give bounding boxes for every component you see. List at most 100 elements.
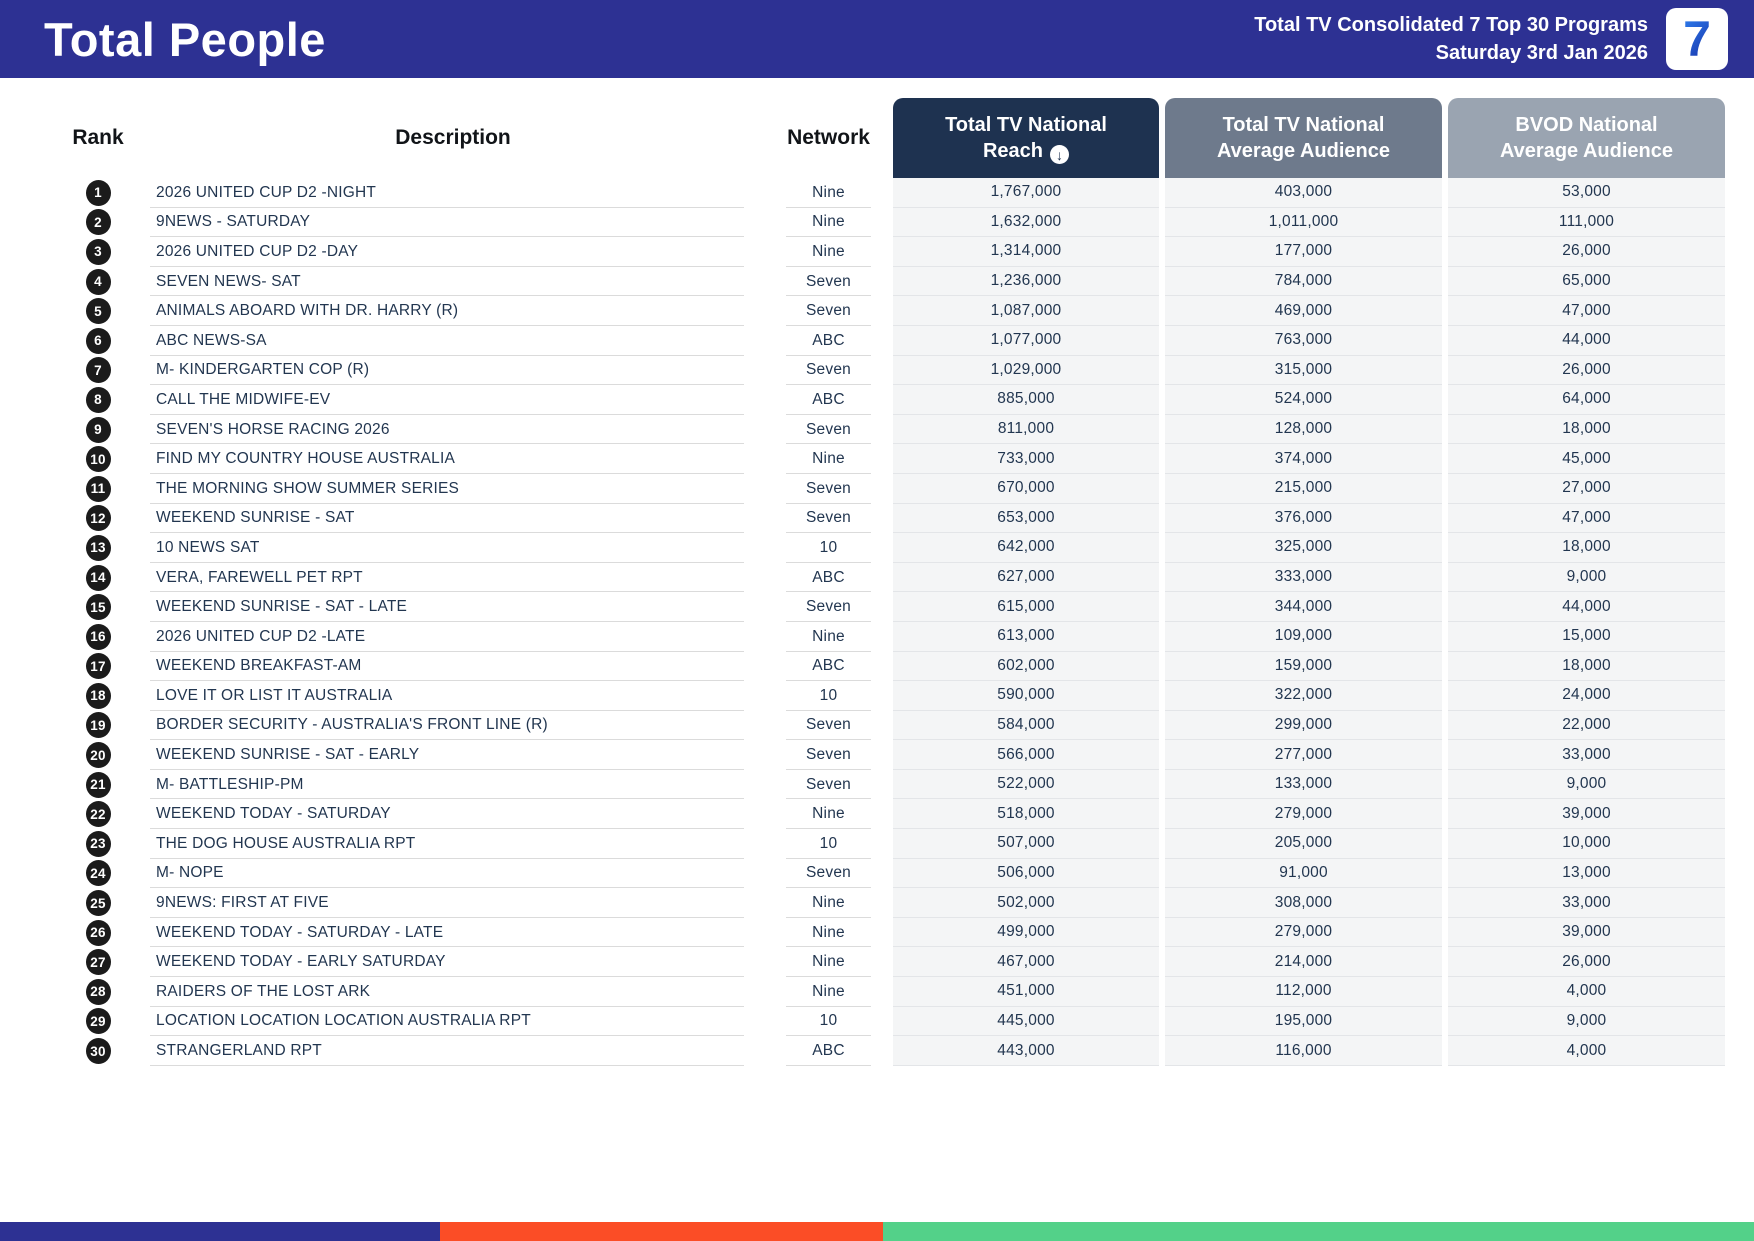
table-row: 6 ABC NEWS-SA ABC 1,077,000 763,000 44,0…: [60, 325, 1725, 356]
network-cell: Seven: [770, 504, 887, 534]
table-row: 14 VERA, FAREWELL PET RPT ABC 627,000 33…: [60, 562, 1725, 593]
description-cell: WEEKEND SUNRISE - SAT - LATE: [136, 592, 770, 622]
rank-badge: 26: [85, 919, 111, 946]
table-row: 11 THE MORNING SHOW SUMMER SERIES Seven …: [60, 473, 1725, 504]
rank-cell: 10: [60, 444, 136, 474]
rank-badge: 3: [85, 238, 111, 265]
rank-cell: 27: [60, 947, 136, 977]
total-tv-reach-cell: 1,087,000: [893, 296, 1159, 326]
total-tv-reach-cell: 499,000: [893, 917, 1159, 948]
description-cell: THE DOG HOUSE AUSTRALIA RPT: [136, 829, 770, 859]
column-header-network: Network: [787, 126, 870, 149]
total-tv-average-audience-cell: 308,000: [1165, 888, 1442, 918]
column-header-description: Description: [395, 126, 511, 149]
rank-badge: 11: [85, 475, 111, 502]
rank-badge: 24: [85, 860, 111, 887]
network-cell: Nine: [770, 444, 887, 474]
rank-badge: 18: [85, 682, 111, 709]
avg-audience-header-label: Total TV National Average Audience: [1216, 114, 1391, 162]
rank-cell: 29: [60, 1007, 136, 1037]
network-cell: ABC: [770, 652, 887, 682]
total-tv-reach-cell: 506,000: [893, 858, 1159, 889]
description-cell: BORDER SECURITY - AUSTRALIA'S FRONT LINE…: [136, 711, 770, 741]
description-cell: WEEKEND BREAKFAST-AM: [136, 652, 770, 682]
network-cell: Seven: [770, 474, 887, 504]
rank-badge: 14: [85, 564, 111, 591]
bvod-average-audience-cell: 18,000: [1448, 533, 1725, 563]
report-subtitle-line1: Total TV Consolidated 7 Top 30 Programs: [1254, 14, 1648, 36]
rank-badge: 23: [85, 830, 111, 857]
footer-bar-blue-segment: [0, 1222, 440, 1241]
seven-logo-glyph: 7: [1683, 11, 1711, 67]
bvod-average-audience-cell: 39,000: [1448, 799, 1725, 830]
total-tv-reach-cell: 566,000: [893, 740, 1159, 770]
bvod-average-audience-cell: 64,000: [1448, 385, 1725, 415]
total-tv-average-audience-cell: 109,000: [1165, 621, 1442, 652]
table-row: 19 BORDER SECURITY - AUSTRALIA'S FRONT L…: [60, 710, 1725, 741]
rank-badge: 20: [85, 742, 111, 769]
bvod-average-audience-cell: 10,000: [1448, 829, 1725, 859]
table-row: 18 LOVE IT OR LIST IT AUSTRALIA 10 590,0…: [60, 681, 1725, 711]
table-row: 20 WEEKEND SUNRISE - SAT - EARLY Seven 5…: [60, 740, 1725, 770]
total-tv-reach-cell: 507,000: [893, 829, 1159, 859]
table-row: 26 WEEKEND TODAY - SATURDAY - LATE Nine …: [60, 917, 1725, 948]
footer-bar-orange-segment: [440, 1222, 883, 1241]
total-tv-average-audience-cell: 469,000: [1165, 296, 1442, 326]
column-header-total-tv-average-audience[interactable]: Total TV National Average Audience: [1165, 98, 1442, 178]
network-cell: ABC: [770, 326, 887, 356]
rank-cell: 12: [60, 504, 136, 534]
network-cell: Seven: [770, 267, 887, 297]
rank-cell: 25: [60, 888, 136, 918]
total-tv-average-audience-cell: 524,000: [1165, 385, 1442, 415]
total-tv-reach-cell: 1,632,000: [893, 207, 1159, 238]
description-cell: 9NEWS - SATURDAY: [136, 208, 770, 238]
bvod-average-audience-cell: 26,000: [1448, 947, 1725, 978]
network-cell: Nine: [770, 888, 887, 918]
rank-badge: 1: [85, 179, 111, 206]
network-cell: Nine: [770, 237, 887, 267]
description-cell: WEEKEND SUNRISE - SAT - EARLY: [136, 740, 770, 770]
description-cell: THE MORNING SHOW SUMMER SERIES: [136, 474, 770, 504]
network-cell: Nine: [770, 208, 887, 238]
network-cell: Nine: [770, 178, 887, 208]
seven-network-logo: 7: [1666, 8, 1728, 70]
table-row: 2 9NEWS - SATURDAY Nine 1,632,000 1,011,…: [60, 207, 1725, 238]
table-row: 7 M- KINDERGARTEN COP (R) Seven 1,029,00…: [60, 355, 1725, 386]
total-tv-average-audience-cell: 279,000: [1165, 799, 1442, 830]
table-row: 13 10 NEWS SAT 10 642,000 325,000 18,000: [60, 533, 1725, 563]
top-banner: Total People Total TV Consolidated 7 Top…: [0, 0, 1754, 78]
total-tv-average-audience-cell: 177,000: [1165, 237, 1442, 267]
total-tv-reach-cell: 518,000: [893, 799, 1159, 830]
table-row: 27 WEEKEND TODAY - EARLY SATURDAY Nine 4…: [60, 947, 1725, 978]
total-tv-average-audience-cell: 214,000: [1165, 947, 1442, 978]
rank-cell: 16: [60, 622, 136, 652]
table-row: 9 SEVEN'S HORSE RACING 2026 Seven 811,00…: [60, 414, 1725, 445]
rank-badge: 29: [85, 1008, 111, 1035]
total-tv-average-audience-cell: 784,000: [1165, 266, 1442, 297]
network-cell: ABC: [770, 1036, 887, 1066]
total-tv-reach-cell: 1,767,000: [893, 178, 1159, 208]
rank-cell: 7: [60, 356, 136, 386]
sort-descending-icon[interactable]: ↓: [1050, 145, 1070, 165]
bvod-average-audience-cell: 111,000: [1448, 207, 1725, 238]
total-tv-average-audience-cell: 159,000: [1165, 651, 1442, 682]
description-cell: 10 NEWS SAT: [136, 533, 770, 563]
bvod-average-audience-cell: 26,000: [1448, 355, 1725, 386]
description-cell: WEEKEND TODAY - SATURDAY: [136, 799, 770, 829]
table-row: 25 9NEWS: FIRST AT FIVE Nine 502,000 308…: [60, 888, 1725, 918]
bvod-average-audience-cell: 27,000: [1448, 473, 1725, 504]
rank-cell: 20: [60, 740, 136, 770]
description-cell: SEVEN NEWS- SAT: [136, 267, 770, 297]
rank-badge: 17: [85, 653, 111, 680]
column-header-bvod-average-audience[interactable]: BVOD National Average Audience: [1448, 98, 1725, 178]
bvod-average-audience-cell: 26,000: [1448, 237, 1725, 267]
bvod-average-audience-cell: 18,000: [1448, 414, 1725, 445]
total-tv-average-audience-cell: 128,000: [1165, 414, 1442, 445]
total-tv-average-audience-cell: 403,000: [1165, 178, 1442, 208]
total-tv-average-audience-cell: 279,000: [1165, 917, 1442, 948]
description-cell: 2026 UNITED CUP D2 -NIGHT: [136, 178, 770, 208]
network-cell: 10: [770, 1007, 887, 1037]
column-header-total-tv-reach[interactable]: Total TV National Reach ↓: [893, 98, 1159, 178]
total-tv-reach-cell: 451,000: [893, 977, 1159, 1007]
description-cell: LOVE IT OR LIST IT AUSTRALIA: [136, 681, 770, 711]
